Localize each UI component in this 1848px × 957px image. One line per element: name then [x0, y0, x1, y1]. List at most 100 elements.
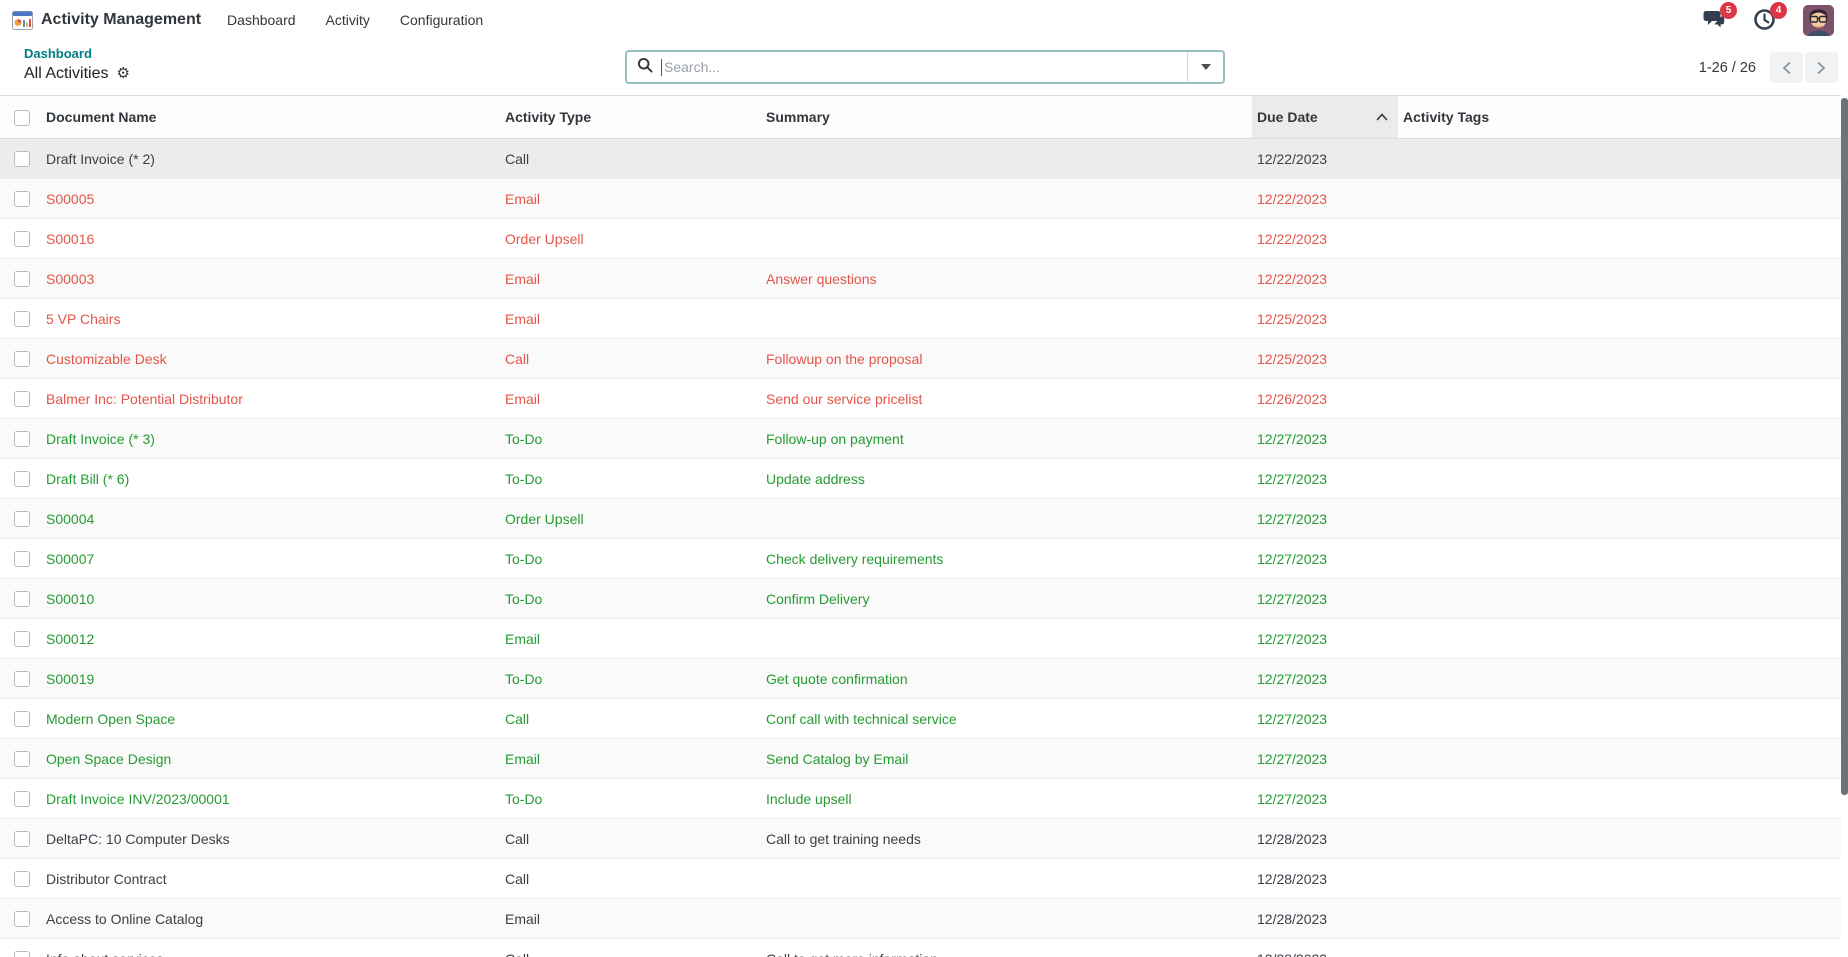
cell-due-date: 12/25/2023 [1257, 350, 1328, 367]
user-avatar[interactable] [1803, 4, 1834, 36]
table-row[interactable]: Info about services Call Call to get mor… [0, 939, 1841, 957]
row-checkbox[interactable] [14, 711, 30, 728]
row-checkbox[interactable] [14, 351, 30, 368]
row-checkbox[interactable] [14, 951, 30, 957]
cell-document-name[interactable]: S00016 [46, 230, 95, 247]
table-row[interactable]: S00016 Order Upsell 12/22/2023 [0, 219, 1841, 259]
row-checkbox[interactable] [14, 831, 30, 848]
cell-document-name[interactable]: S00005 [46, 190, 95, 207]
row-checkbox[interactable] [14, 791, 30, 808]
table-row[interactable]: S00005 Email 12/22/2023 [0, 178, 1841, 219]
table-row[interactable]: Balmer Inc: Potential Distributor Email … [0, 379, 1841, 419]
row-checkbox[interactable] [14, 271, 30, 288]
table-row[interactable]: 5 VP Chairs Email 12/25/2023 [0, 299, 1841, 339]
table-row[interactable]: Draft Invoice (* 2) Call 12/22/2023 [0, 138, 1841, 179]
messages-button[interactable]: 5 [1703, 2, 1737, 32]
cell-document-name[interactable]: S00003 [46, 270, 95, 287]
column-header-summary[interactable]: Summary [766, 95, 1252, 139]
cell-activity-type: Call [505, 870, 530, 887]
table-row[interactable]: S00003 Email Answer questions 12/22/2023 [0, 258, 1841, 299]
cell-document-name[interactable]: Distributor Contract [46, 870, 167, 887]
cell-document-name[interactable]: S00019 [46, 670, 95, 687]
cell-document-name[interactable]: Modern Open Space [46, 710, 176, 727]
table-row[interactable]: DeltaPC: 10 Computer Desks Call Call to … [0, 818, 1841, 859]
cell-activity-tags [1398, 739, 1841, 779]
activities-button[interactable]: 4 [1753, 2, 1787, 32]
cell-activity-type: Call [505, 830, 530, 847]
cell-summary: Conf call with technical service [766, 710, 957, 727]
cell-document-name[interactable]: S00010 [46, 590, 95, 607]
table-row[interactable]: Open Space Design Email Send Catalog by … [0, 738, 1841, 779]
table-row[interactable]: S00007 To-Do Check delivery requirements… [0, 539, 1841, 579]
table-row[interactable]: Draft Invoice (* 3) To-Do Follow-up on p… [0, 418, 1841, 459]
table-row[interactable]: Customizable Desk Call Followup on the p… [0, 338, 1841, 379]
cell-document-name[interactable]: Draft Invoice INV/2023/00001 [46, 790, 230, 807]
pager: 1-26 / 26 [1699, 52, 1838, 83]
menu-activity[interactable]: Activity [325, 12, 370, 28]
table-row[interactable]: S00010 To-Do Confirm Delivery 12/27/2023 [0, 578, 1841, 619]
table-header-row: Document Name Activity Type Summary Due … [0, 95, 1841, 139]
column-header-activity-type[interactable]: Activity Type [505, 95, 766, 139]
cell-activity-type: To-Do [505, 790, 543, 807]
cell-document-name[interactable]: Open Space Design [46, 750, 172, 767]
table-row[interactable]: Access to Online Catalog Email 12/28/202… [0, 898, 1841, 939]
cell-document-name[interactable]: DeltaPC: 10 Computer Desks [46, 830, 230, 847]
cell-document-name[interactable]: Draft Bill (* 6) [46, 470, 130, 487]
table-row[interactable]: S00012 Email 12/27/2023 [0, 619, 1841, 659]
cell-activity-type: Email [505, 270, 541, 287]
row-checkbox[interactable] [14, 631, 30, 648]
table-row[interactable]: Modern Open Space Call Conf call with te… [0, 699, 1841, 739]
column-header-activity-tags[interactable]: Activity Tags [1398, 95, 1841, 139]
table-row[interactable]: S00019 To-Do Get quote confirmation 12/2… [0, 658, 1841, 699]
row-checkbox[interactable] [14, 751, 30, 768]
row-checkbox[interactable] [14, 911, 30, 928]
cell-document-name[interactable]: Info about services [46, 939, 505, 957]
gear-icon[interactable]: ⚙ [116, 65, 130, 82]
row-checkbox[interactable] [14, 311, 30, 328]
cell-activity-type: To-Do [505, 590, 543, 607]
search-input[interactable] [662, 59, 1187, 75]
cell-document-name[interactable]: 5 VP Chairs [46, 310, 121, 327]
table-row[interactable]: Distributor Contract Call 12/28/2023 [0, 859, 1841, 899]
cell-document-name[interactable]: S00004 [46, 510, 95, 527]
vertical-scrollbar-thumb[interactable] [1841, 98, 1848, 795]
row-checkbox[interactable] [14, 511, 30, 528]
cell-document-name[interactable]: Balmer Inc: Potential Distributor [46, 390, 243, 407]
cell-document-name[interactable]: S00007 [46, 550, 95, 567]
row-checkbox[interactable] [14, 191, 30, 208]
cell-document-name[interactable]: Customizable Desk [46, 350, 167, 367]
row-checkbox[interactable] [14, 231, 30, 248]
cell-due-date: 12/27/2023 [1257, 750, 1328, 767]
cell-activity-tags [1398, 379, 1841, 419]
row-checkbox[interactable] [14, 591, 30, 608]
row-checkbox[interactable] [14, 431, 30, 448]
cell-activity-type: Email [505, 750, 541, 767]
column-header-document-name[interactable]: Document Name [46, 95, 505, 139]
pager-next-button[interactable] [1805, 52, 1838, 83]
menu-dashboard[interactable]: Dashboard [227, 12, 296, 28]
breadcrumb-dashboard[interactable]: Dashboard [24, 46, 92, 61]
row-checkbox[interactable] [14, 391, 30, 408]
cell-document-name[interactable]: S00012 [46, 630, 95, 647]
column-header-due-date[interactable]: Due Date [1252, 95, 1398, 139]
cell-document-name[interactable]: Draft Invoice (* 2) [46, 150, 155, 167]
table-row[interactable]: Draft Invoice INV/2023/00001 To-Do Inclu… [0, 779, 1841, 819]
table-row[interactable]: Draft Bill (* 6) To-Do Update address 12… [0, 459, 1841, 499]
cell-document-name[interactable]: Access to Online Catalog [46, 910, 204, 927]
table-row[interactable]: S00004 Order Upsell 12/27/2023 [0, 498, 1841, 539]
menu-configuration[interactable]: Configuration [399, 12, 484, 28]
chevron-left-icon [1782, 61, 1791, 74]
app-title: Activity Management [41, 11, 202, 28]
search-options-toggle[interactable] [1187, 52, 1223, 82]
row-checkbox[interactable] [14, 471, 30, 488]
row-checkbox[interactable] [14, 671, 30, 688]
row-checkbox[interactable] [14, 871, 30, 888]
select-all-checkbox[interactable] [14, 109, 30, 126]
row-checkbox[interactable] [14, 551, 30, 568]
cell-due-date: 12/27/2023 [1257, 550, 1328, 567]
cell-document-name[interactable]: Draft Invoice (* 3) [46, 430, 155, 447]
row-checkbox[interactable] [14, 151, 30, 168]
pager-previous-button[interactable] [1770, 52, 1803, 83]
app-logo-icon[interactable] [12, 10, 33, 30]
